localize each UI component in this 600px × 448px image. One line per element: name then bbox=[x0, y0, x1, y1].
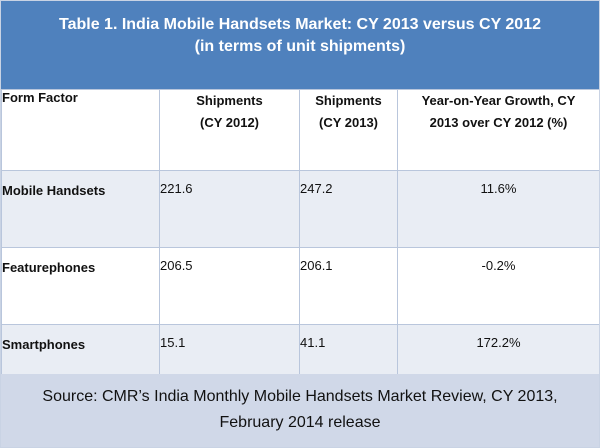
source-note-line-2: February 2014 release bbox=[219, 414, 381, 431]
table-title-line-2: (in terms of unit shipments) bbox=[194, 38, 406, 55]
cell-growth: -0.2% bbox=[397, 247, 599, 325]
table-row: Featurephones 206.5 206.1 -0.2% bbox=[1, 247, 599, 325]
source-note-line-1: Source: CMR’s India Monthly Mobile Hands… bbox=[42, 388, 558, 405]
column-header-shipments-2013: Shipments (CY 2013) bbox=[299, 89, 398, 171]
column-header-shipments-2012: Shipments (CY 2012) bbox=[159, 89, 300, 171]
table-title-line-1: Table 1. India Mobile Handsets Market: C… bbox=[59, 16, 541, 33]
column-header-yoy-growth: Year-on-Year Growth, CY 2013 over CY 201… bbox=[397, 89, 599, 171]
table-row: Mobile Handsets 221.6 247.2 11.6% bbox=[1, 170, 599, 248]
row-label-mobile-handsets: Mobile Handsets bbox=[1, 170, 160, 248]
cell-cy2013: 206.1 bbox=[299, 247, 398, 325]
cell-cy2012: 221.6 bbox=[159, 170, 300, 248]
source-note: Source: CMR’s India Monthly Mobile Hands… bbox=[1, 374, 599, 447]
shipments-table: Form Factor Shipments (CY 2012) Shipment… bbox=[1, 89, 599, 402]
table-header-row: Form Factor Shipments (CY 2012) Shipment… bbox=[1, 89, 599, 171]
table-title: Table 1. India Mobile Handsets Market: C… bbox=[1, 1, 599, 89]
cell-cy2013: 247.2 bbox=[299, 170, 398, 248]
cell-growth: 11.6% bbox=[397, 170, 599, 248]
column-header-form-factor: Form Factor bbox=[1, 89, 160, 171]
row-label-featurephones: Featurephones bbox=[1, 247, 160, 325]
cell-cy2012: 206.5 bbox=[159, 247, 300, 325]
